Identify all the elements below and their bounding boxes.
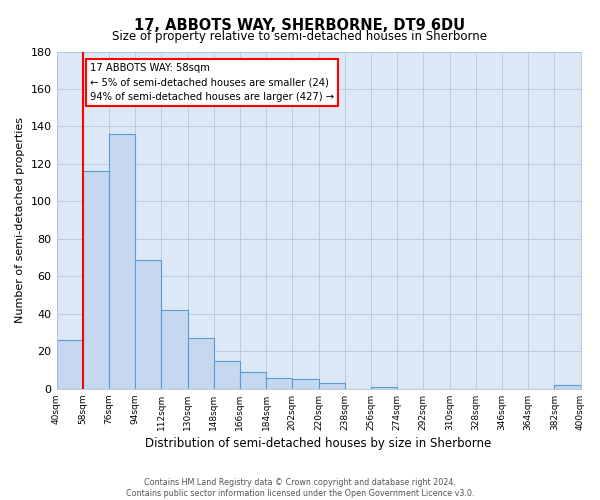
- Bar: [554, 385, 581, 389]
- Text: 17, ABBOTS WAY, SHERBORNE, DT9 6DU: 17, ABBOTS WAY, SHERBORNE, DT9 6DU: [134, 18, 466, 32]
- Text: Contains HM Land Registry data © Crown copyright and database right 2024.
Contai: Contains HM Land Registry data © Crown c…: [126, 478, 474, 498]
- Bar: [161, 310, 188, 389]
- Bar: [188, 338, 214, 389]
- Bar: [371, 387, 397, 389]
- Bar: [83, 172, 109, 389]
- Text: Size of property relative to semi-detached houses in Sherborne: Size of property relative to semi-detach…: [113, 30, 487, 43]
- Bar: [292, 380, 319, 389]
- Text: 17 ABBOTS WAY: 58sqm
← 5% of semi-detached houses are smaller (24)
94% of semi-d: 17 ABBOTS WAY: 58sqm ← 5% of semi-detach…: [90, 62, 334, 102]
- X-axis label: Distribution of semi-detached houses by size in Sherborne: Distribution of semi-detached houses by …: [145, 437, 491, 450]
- Bar: [319, 383, 345, 389]
- Bar: [240, 372, 266, 389]
- Bar: [214, 360, 240, 389]
- Bar: [266, 378, 292, 389]
- Bar: [56, 340, 83, 389]
- Bar: [109, 134, 135, 389]
- Bar: [135, 260, 161, 389]
- Y-axis label: Number of semi-detached properties: Number of semi-detached properties: [15, 117, 25, 323]
